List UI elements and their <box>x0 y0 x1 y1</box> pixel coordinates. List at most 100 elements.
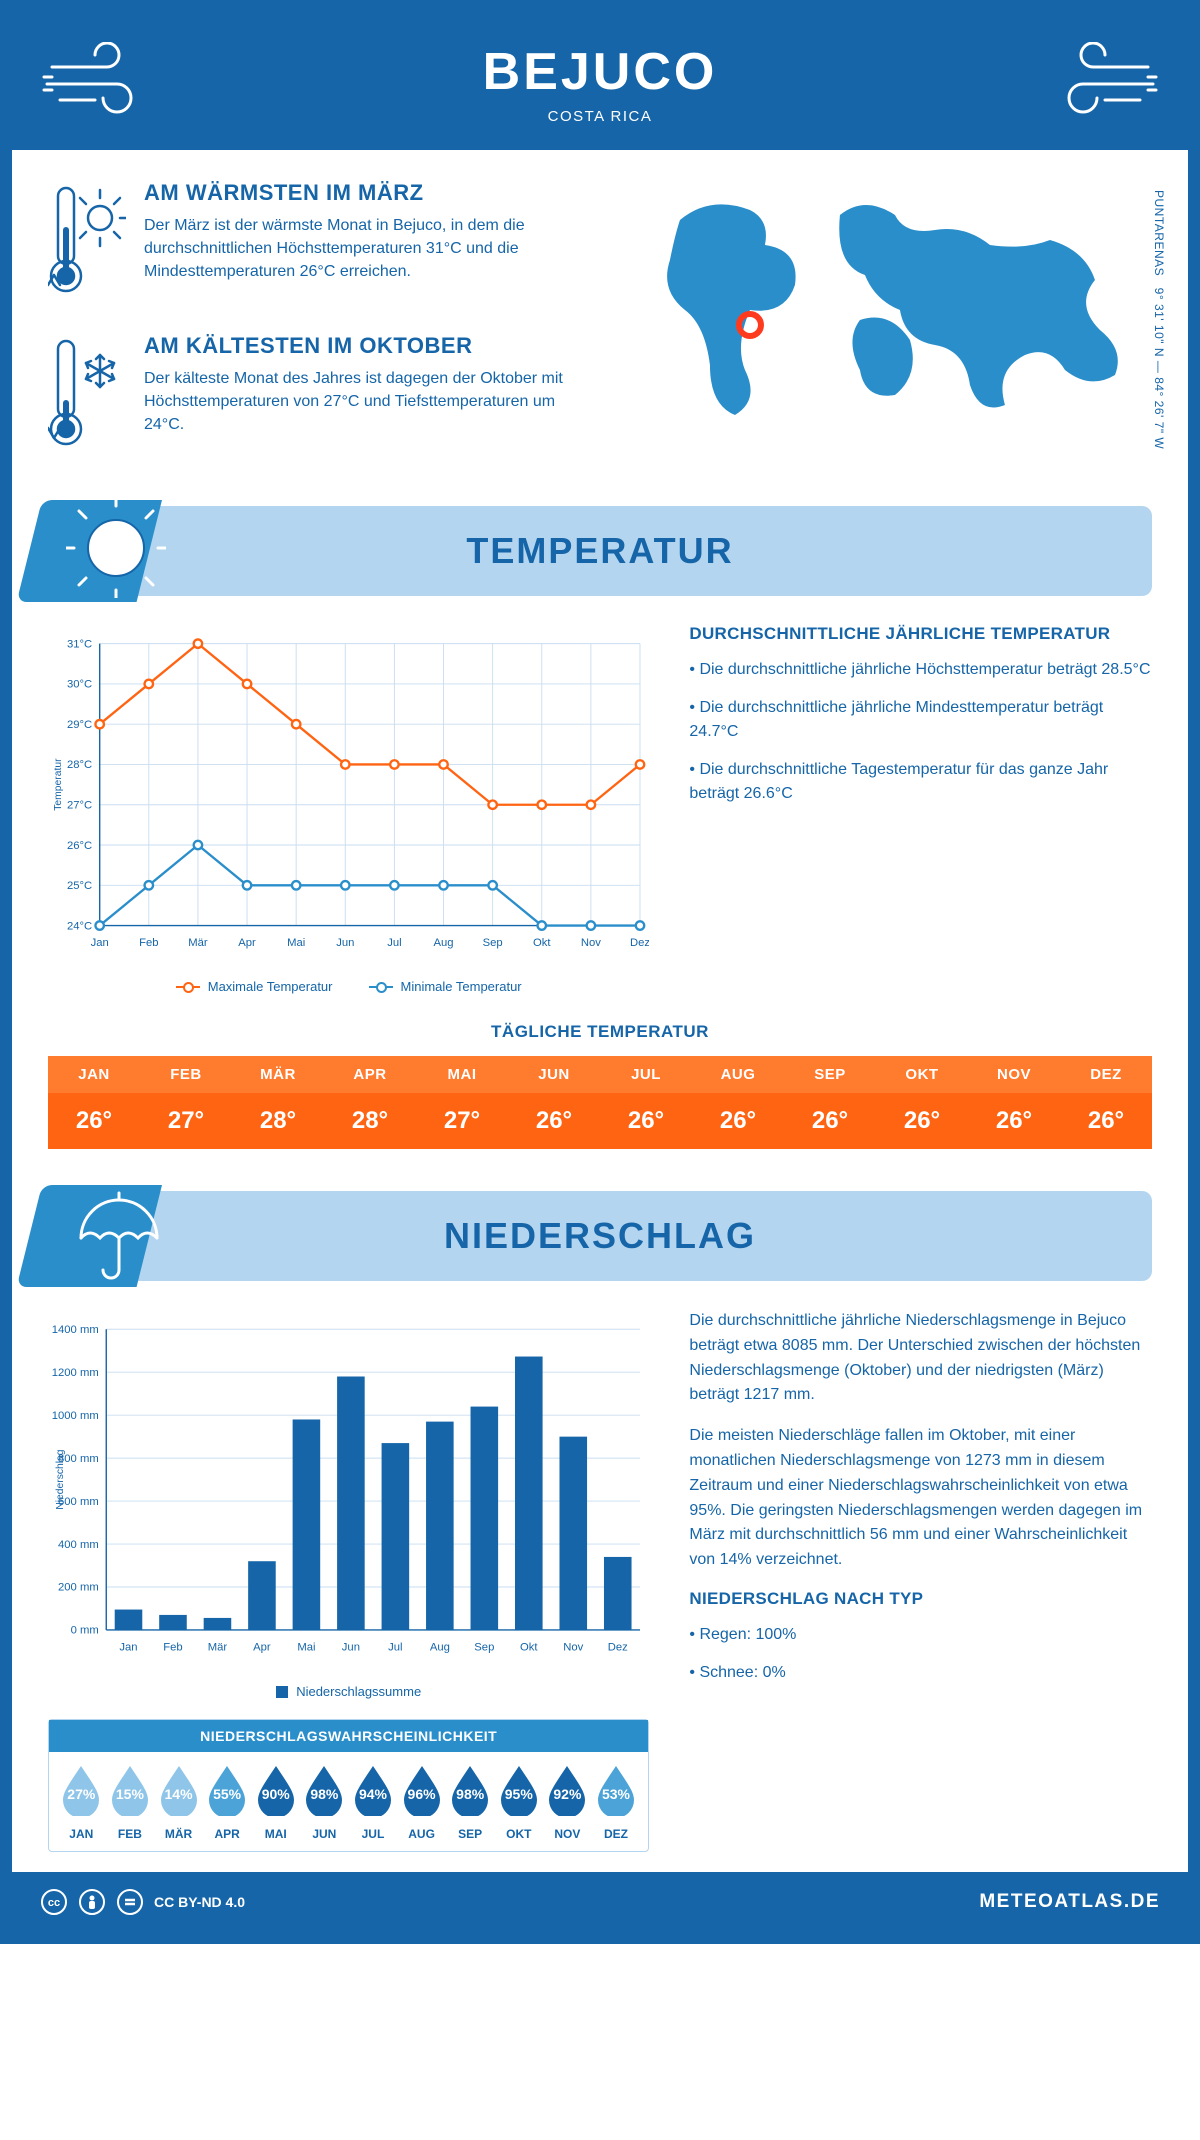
svg-text:Mai: Mai <box>287 937 305 949</box>
svg-text:Sep: Sep <box>483 937 503 949</box>
svg-text:Dez: Dez <box>630 937 649 949</box>
svg-text:Feb: Feb <box>139 937 158 949</box>
license: cc CC BY-ND 4.0 <box>40 1888 245 1916</box>
svg-text:Mär: Mär <box>208 1642 228 1654</box>
world-map-icon <box>628 180 1152 440</box>
daily-temp-value: 26° <box>1060 1093 1152 1149</box>
probability-drop: 90%MAI <box>251 1764 300 1841</box>
daily-temp-value: 28° <box>232 1093 324 1149</box>
svg-text:1400 mm: 1400 mm <box>52 1324 99 1336</box>
svg-text:Jun: Jun <box>336 937 354 949</box>
precipitation-probability-title: NIEDERSCHLAGSWAHRSCHEINLICHKEIT <box>49 1720 648 1752</box>
svg-text:Nov: Nov <box>563 1642 583 1654</box>
precipitation-section-header: NIEDERSCHLAG <box>48 1191 1152 1281</box>
precip-type-item: • Regen: 100% <box>689 1623 1152 1647</box>
svg-text:24°C: 24°C <box>67 920 92 932</box>
daily-temp-value: 26° <box>600 1093 692 1149</box>
coldest-fact: AM KÄLTESTEN IM OKTOBER Der kälteste Mon… <box>48 333 598 458</box>
svg-text:26°C: 26°C <box>67 840 92 852</box>
intro-section: AM WÄRMSTEN IM MÄRZ Der März ist der wär… <box>48 180 1152 486</box>
svg-text:Okt: Okt <box>533 937 551 949</box>
temp-fact-item: • Die durchschnittliche jährliche Höchst… <box>689 658 1152 682</box>
daily-temp-value: 26° <box>48 1093 140 1149</box>
probability-drop: 14%MÄR <box>154 1764 203 1841</box>
umbrella-icon <box>66 1183 166 1283</box>
precip-type-title: NIEDERSCHLAG NACH TYP <box>689 1589 1152 1609</box>
svg-text:Dez: Dez <box>608 1642 628 1654</box>
daily-month-header: MÄR <box>232 1056 324 1093</box>
probability-drop: 98%JUN <box>300 1764 349 1841</box>
probability-drop: 27%JAN <box>57 1764 106 1841</box>
precipitation-probability-box: NIEDERSCHLAGSWAHRSCHEINLICHKEIT 27%JAN15… <box>48 1719 649 1852</box>
daily-temp-value: 27° <box>140 1093 232 1149</box>
svg-text:cc: cc <box>48 1897 60 1909</box>
probability-drop: 53%DEZ <box>592 1764 641 1841</box>
svg-text:Jan: Jan <box>91 937 109 949</box>
precipitation-legend: Niederschlagssumme <box>48 1684 649 1699</box>
precip-paragraph-2: Die meisten Niederschläge fallen im Okto… <box>689 1424 1152 1573</box>
warmest-fact: AM WÄRMSTEN IM MÄRZ Der März ist der wär… <box>48 180 598 305</box>
svg-text:Niederschlag: Niederschlag <box>55 1449 66 1510</box>
daily-temp-value: 26° <box>692 1093 784 1149</box>
svg-text:Okt: Okt <box>520 1642 538 1654</box>
daily-temp-value: 26° <box>876 1093 968 1149</box>
precip-type-item: • Schnee: 0% <box>689 1661 1152 1685</box>
probability-drop: 95%OKT <box>494 1764 543 1841</box>
svg-text:Nov: Nov <box>581 937 601 949</box>
daily-month-header: APR <box>324 1056 416 1093</box>
thermometer-sun-icon <box>48 180 126 300</box>
nd-icon <box>116 1888 144 1916</box>
precip-paragraph-1: Die durchschnittliche jährliche Niedersc… <box>689 1309 1152 1408</box>
daily-temp-value: 26° <box>784 1093 876 1149</box>
svg-text:28°C: 28°C <box>67 759 92 771</box>
svg-text:Temperatur: Temperatur <box>53 758 64 811</box>
svg-text:1200 mm: 1200 mm <box>52 1367 99 1379</box>
svg-text:27°C: 27°C <box>67 799 92 811</box>
svg-text:Aug: Aug <box>433 937 453 949</box>
probability-drop: 96%AUG <box>397 1764 446 1841</box>
temperature-line-chart: 24°C25°C26°C27°C28°C29°C30°C31°CJanFebMä… <box>48 624 649 964</box>
coordinates: PUNTARENAS 9° 31' 10" N — 84° 26' 7" W <box>1152 190 1166 449</box>
temperature-title: TEMPERATUR <box>466 530 733 572</box>
daily-temp-value: 26° <box>508 1093 600 1149</box>
svg-text:Sep: Sep <box>474 1642 494 1654</box>
daily-temp-title: TÄGLICHE TEMPERATUR <box>48 1022 1152 1042</box>
svg-text:Jan: Jan <box>119 1642 137 1654</box>
sun-icon <box>66 498 166 598</box>
probability-drop: 94%JUL <box>349 1764 398 1841</box>
warmest-title: AM WÄRMSTEN IM MÄRZ <box>144 180 598 206</box>
daily-month-header: JUL <box>600 1056 692 1093</box>
svg-text:Jul: Jul <box>387 937 401 949</box>
daily-temp-value: 26° <box>968 1093 1060 1149</box>
svg-text:25°C: 25°C <box>67 880 92 892</box>
daily-month-header: FEB <box>140 1056 232 1093</box>
wind-icon <box>42 42 162 122</box>
svg-text:Mär: Mär <box>188 937 208 949</box>
svg-text:Apr: Apr <box>253 1642 271 1654</box>
coldest-title: AM KÄLTESTEN IM OKTOBER <box>144 333 598 359</box>
svg-text:29°C: 29°C <box>67 719 92 731</box>
svg-text:Jul: Jul <box>388 1642 402 1654</box>
by-icon <box>78 1888 106 1916</box>
daily-month-header: JAN <box>48 1056 140 1093</box>
brand: METEOATLAS.DE <box>979 1891 1160 1913</box>
svg-text:Aug: Aug <box>430 1642 450 1654</box>
temperature-legend: .legend span:nth-child(1) .swatch-line::… <box>48 979 649 994</box>
svg-text:0 mm: 0 mm <box>71 1625 99 1637</box>
svg-text:Apr: Apr <box>238 937 256 949</box>
location-title: BEJUCO <box>32 42 1168 102</box>
svg-text:31°C: 31°C <box>67 638 92 650</box>
warmest-text: Der März ist der wärmste Monat in Bejuco… <box>144 214 598 284</box>
precip-type-list: • Regen: 100% • Schnee: 0% <box>689 1623 1152 1685</box>
svg-text:1000 mm: 1000 mm <box>52 1410 99 1422</box>
daily-month-header: JUN <box>508 1056 600 1093</box>
daily-temp-value: 28° <box>324 1093 416 1149</box>
temp-fact-item: • Die durchschnittliche jährliche Mindes… <box>689 696 1152 744</box>
probability-drop: 55%APR <box>203 1764 252 1841</box>
footer: cc CC BY-ND 4.0 METEOATLAS.DE <box>12 1872 1188 1932</box>
probability-drop: 92%NOV <box>543 1764 592 1841</box>
daily-temperature-table: JANFEBMÄRAPRMAIJUNJULAUGSEPOKTNOVDEZ 26°… <box>48 1056 1152 1149</box>
svg-text:400 mm: 400 mm <box>58 1539 99 1551</box>
precipitation-title: NIEDERSCHLAG <box>444 1215 756 1257</box>
coldest-text: Der kälteste Monat des Jahres ist dagege… <box>144 367 598 437</box>
